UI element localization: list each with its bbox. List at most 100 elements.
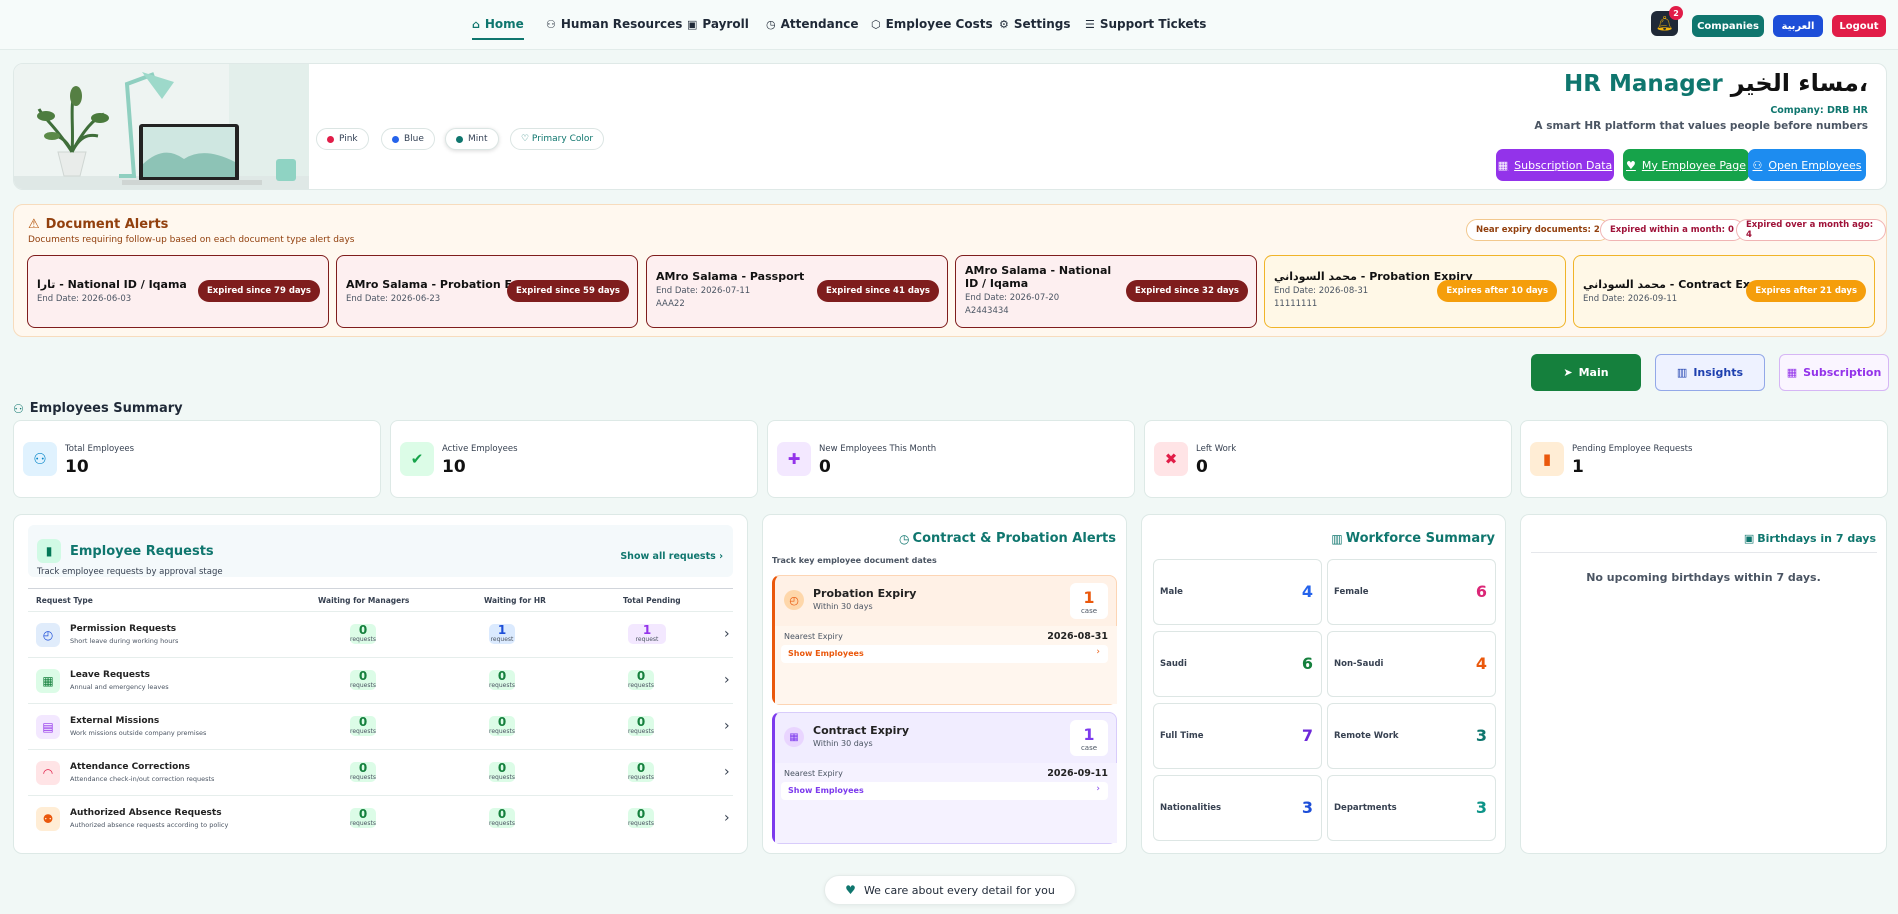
chevron-right-icon[interactable]: ›: [724, 672, 730, 688]
nav-home[interactable]: ⌂ Home: [472, 14, 524, 40]
contract-count-box: 1 case: [1070, 720, 1108, 756]
nav-employee-costs-label: Employee Costs: [885, 17, 993, 31]
count-unit: requests: [628, 682, 654, 689]
stat-card-total-employees[interactable]: ⚇ Total Employees 10: [13, 420, 381, 498]
count-unit: requests: [350, 820, 376, 827]
tab-insights[interactable]: ▥ Insights: [1655, 354, 1765, 391]
show-employees-link[interactable]: Show Employees ›: [781, 645, 1108, 663]
logout-button[interactable]: Logout: [1832, 15, 1886, 37]
request-type-desc: Attendance check-in/out correction reque…: [70, 775, 215, 783]
calendar-icon: ▦: [1497, 158, 1509, 172]
stat-card-left-work[interactable]: ✖ Left Work 0: [1144, 420, 1512, 498]
my-employee-page-button[interactable]: ♥ My Employee Page: [1623, 149, 1749, 181]
contract-alerts-title: Contract & Probation Alerts: [912, 531, 1116, 546]
users-icon: ⚇: [1752, 158, 1763, 172]
workforce-stat-value: 4: [1475, 654, 1487, 673]
table-row[interactable]: ▦ Leave Requests Annual and emergency le…: [28, 657, 733, 703]
ticket-icon: ☰: [1085, 17, 1095, 31]
user-plus-icon: ✚: [777, 442, 811, 476]
theme-pink-button[interactable]: Pink: [316, 128, 369, 150]
request-type-name: Attendance Corrections: [70, 762, 191, 772]
document-alert-card[interactable]: AMro Salama - National ID / Iqama End Da…: [955, 255, 1257, 328]
stat-card-new-employees[interactable]: ✚ New Employees This Month 0: [767, 420, 1135, 498]
birthdays-header: ▣ Birthdays in 7 days: [1744, 532, 1876, 545]
show-all-requests-link[interactable]: Show all requests ›: [620, 551, 723, 562]
nav-settings-label: Settings: [1013, 17, 1071, 31]
bar-chart-icon: ▥: [1331, 531, 1343, 546]
document-alert-card[interactable]: AMro Salama - Probation Expiry End Date:…: [336, 255, 638, 328]
document-alert-card[interactable]: تارا - National ID / Iqama End Date: 202…: [27, 255, 329, 328]
nav-employee-costs[interactable]: ⬡ Employee Costs: [871, 14, 993, 34]
document-alert-end-date: End Date: 2026-06-23: [346, 294, 441, 304]
chevron-right-icon[interactable]: ›: [724, 810, 730, 826]
workforce-stat-label: Female: [1334, 587, 1369, 597]
nav-support-tickets[interactable]: ☰ Support Tickets: [1085, 14, 1206, 34]
calendar-icon: ▦: [1786, 366, 1798, 379]
document-alert-end-date: End Date: 2026-08-31: [1274, 286, 1369, 296]
open-employees-button[interactable]: ⚇ Open Employees: [1748, 149, 1866, 181]
count-value: 0: [636, 807, 646, 821]
count-chip: 0 requests: [350, 624, 376, 644]
contract-expiry-title: Contract Expiry: [813, 724, 910, 737]
chevron-right-icon[interactable]: ›: [724, 764, 730, 780]
count-value: 0: [497, 669, 507, 683]
request-type-desc: Authorized absence requests according to…: [70, 821, 229, 829]
nearest-expiry-label: Nearest Expiry: [784, 632, 843, 641]
nav-attendance-label: Attendance: [780, 17, 859, 31]
request-type-desc: Short leave during working hours: [70, 637, 179, 645]
workforce-title: Workforce Summary: [1345, 531, 1495, 546]
employee-requests-title: Employee Requests: [70, 544, 214, 559]
count-chip: 0 requests: [350, 762, 376, 782]
subscription-data-label: Subscription Data: [1514, 158, 1613, 172]
count-chip: 0 requests: [489, 762, 515, 782]
document-alert-card[interactable]: AMro Salama - Passport End Date: 2026-07…: [646, 255, 948, 328]
chevron-right-icon[interactable]: ›: [724, 718, 730, 734]
document-alert-card[interactable]: محمد السوداني - Contract Expiry End Date…: [1573, 255, 1875, 328]
probation-expiry-card[interactable]: ◴ Probation Expiry Within 30 days 1 case …: [772, 575, 1117, 705]
show-employees-link[interactable]: Show Employees ›: [781, 782, 1108, 800]
count-value: 0: [358, 761, 368, 775]
document-alert-number: AAA22: [656, 299, 685, 309]
language-button[interactable]: العربية: [1773, 15, 1823, 37]
chevron-right-icon[interactable]: ›: [724, 626, 730, 642]
tab-subscription-label: Subscription: [1803, 366, 1882, 379]
table-row[interactable]: ▤ External Missions Work missions outsid…: [28, 703, 733, 749]
count-chip: 0 requests: [489, 716, 515, 736]
nav-settings[interactable]: ⚙ Settings: [999, 14, 1071, 34]
chevron-right-icon: ›: [1096, 647, 1100, 657]
count-chip: 1 request: [628, 624, 666, 644]
document-alert-number: 11111111: [1274, 299, 1318, 309]
count-unit: requests: [489, 682, 515, 689]
stat-label: Total Employees: [65, 444, 135, 454]
nearest-expiry-date: 2026-09-11: [1047, 768, 1108, 779]
theme-mint-button[interactable]: Mint: [445, 128, 499, 150]
stat-value: 0: [1196, 457, 1208, 477]
stat-card-active-employees[interactable]: ✔ Active Employees 10: [390, 420, 758, 498]
employee-requests-panel: ▮ Employee Requests Track employee reque…: [13, 514, 748, 854]
employees-summary-header: ⚇ Employees Summary: [13, 401, 183, 416]
table-row[interactable]: ⚉ Authorized Absence Requests Authorized…: [28, 795, 733, 841]
nav-home-label: Home: [484, 17, 524, 31]
contract-expiry-card[interactable]: ▦ Contract Expiry Within 30 days 1 case N…: [772, 712, 1117, 844]
tab-subscription[interactable]: ▦ Subscription: [1779, 354, 1889, 391]
subscription-data-button[interactable]: ▦ Subscription Data: [1496, 149, 1614, 181]
nav-human-resources[interactable]: ⚇ Human Resources: [546, 14, 682, 34]
count-value: 1: [642, 623, 652, 637]
stat-card-pending-requests[interactable]: ▮ Pending Employee Requests 1: [1520, 420, 1888, 498]
nav-payroll[interactable]: ▣ Payroll: [687, 14, 749, 34]
primary-color-button[interactable]: ♡ Primary Color: [510, 128, 605, 150]
count-chip: 0 requests: [350, 716, 376, 736]
companies-button[interactable]: Companies: [1692, 15, 1764, 37]
theme-blue-button[interactable]: Blue: [381, 128, 435, 150]
clipboard-icon: ▮: [37, 539, 61, 563]
document-alert-card[interactable]: محمد السوداني - Probation Expiry End Dat…: [1264, 255, 1566, 328]
count-chip: 0 requests: [350, 670, 376, 690]
clock-icon: ◷: [766, 17, 776, 31]
table-row[interactable]: ◠ Attendance Corrections Attendance chec…: [28, 749, 733, 795]
count-chip: 0 requests: [628, 762, 654, 782]
nav-attendance[interactable]: ◷ Attendance: [766, 14, 859, 34]
request-type-name: Leave Requests: [70, 670, 151, 680]
tab-main[interactable]: ➤ Main: [1531, 354, 1641, 391]
workforce-stat-value: 3: [1475, 726, 1487, 745]
table-row[interactable]: ◴ Permission Requests Short leave during…: [28, 611, 733, 657]
